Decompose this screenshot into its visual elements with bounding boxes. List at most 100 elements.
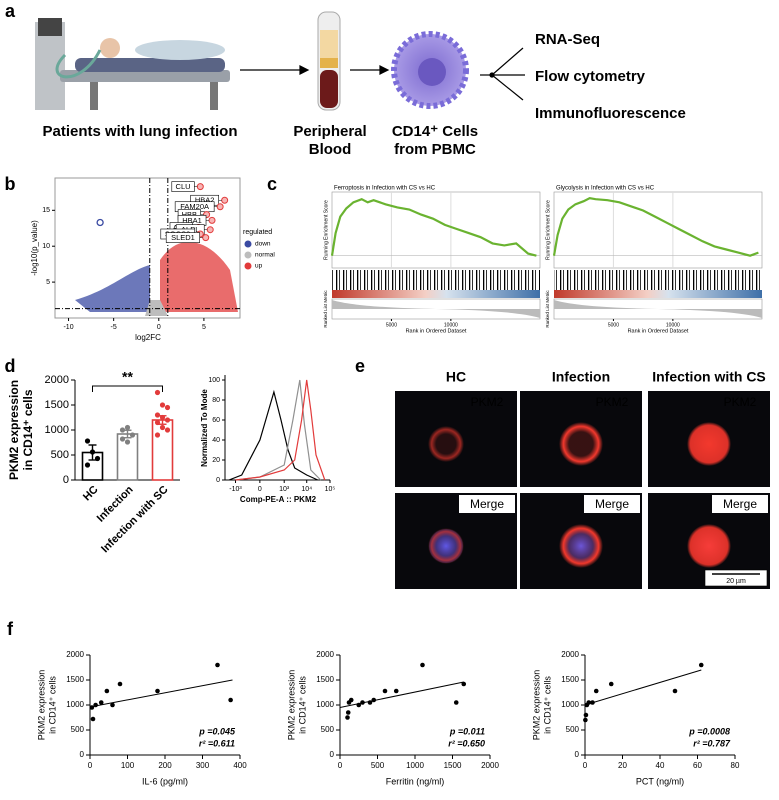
data-point bbox=[124, 424, 131, 431]
pkm2-stain bbox=[559, 422, 603, 466]
panel-label: f bbox=[7, 619, 14, 639]
y-tick-label: 500 bbox=[566, 725, 580, 734]
data-point bbox=[90, 716, 96, 722]
y-tick-label: 60 bbox=[212, 417, 220, 424]
y-tick-label: 0 bbox=[80, 750, 85, 759]
y-axis-label: Running Enrichment Score bbox=[323, 200, 329, 260]
step-label: Peripheral bbox=[293, 123, 366, 140]
x-tick-label: -10³ bbox=[229, 486, 242, 493]
gene-point bbox=[221, 196, 229, 204]
arrows bbox=[240, 47, 525, 101]
y-tick-label: 1000 bbox=[45, 424, 69, 436]
y-tick-label: 1000 bbox=[316, 700, 334, 709]
data-point bbox=[154, 412, 161, 418]
p-value: p =0.0008 bbox=[688, 726, 730, 736]
y-tick-label: 500 bbox=[51, 449, 69, 461]
output-label: RNA-Seq bbox=[535, 31, 600, 48]
label-bg bbox=[459, 495, 515, 513]
x-tick-label: 2000 bbox=[481, 761, 499, 770]
gene-point bbox=[208, 216, 216, 224]
histogram-curve bbox=[235, 379, 326, 481]
panel-label: e bbox=[355, 356, 365, 376]
x-tick-label: 10000 bbox=[666, 322, 680, 328]
x-axis-label: Ferritin (ng/ml) bbox=[386, 776, 445, 786]
cell-icon bbox=[391, 31, 469, 109]
data-point bbox=[360, 700, 365, 705]
outlier-point bbox=[96, 218, 104, 227]
label-bg bbox=[584, 495, 640, 513]
data-point bbox=[590, 700, 595, 705]
data-point bbox=[367, 700, 373, 705]
bed-illustration bbox=[35, 18, 230, 110]
panel-label: c bbox=[267, 174, 277, 194]
y-tick-label: 1000 bbox=[66, 700, 84, 709]
data-point bbox=[104, 688, 110, 694]
data-point bbox=[583, 712, 589, 718]
x-tick-label: 1000 bbox=[406, 761, 424, 770]
label-bg bbox=[712, 495, 768, 513]
x-tick-label: 5000 bbox=[608, 322, 619, 328]
row-label: PKM2 bbox=[596, 395, 629, 409]
output-label: Flow cytometry bbox=[535, 68, 646, 85]
gene-point bbox=[216, 203, 224, 211]
y-tick-label: 2000 bbox=[45, 374, 69, 386]
gene-label: FAM20A bbox=[180, 202, 209, 211]
x-axis-label: Comp-PE-A :: PKM2 bbox=[240, 495, 317, 504]
data-point bbox=[129, 432, 136, 438]
data-point bbox=[420, 662, 425, 668]
data-point bbox=[119, 427, 126, 433]
data-point bbox=[608, 681, 614, 687]
legend-label: normal bbox=[255, 252, 275, 259]
histogram-curve bbox=[235, 379, 322, 481]
hit-strip bbox=[332, 270, 540, 290]
p-value: p =0.045 bbox=[198, 726, 236, 736]
row-label: Merge bbox=[595, 497, 629, 511]
fit-line bbox=[89, 679, 233, 708]
y-tick-label: 500 bbox=[71, 725, 85, 734]
y-tick-label: 5 bbox=[46, 279, 50, 286]
column-title: Infection with CS bbox=[652, 369, 766, 385]
y-axis-label: PKM2 expression bbox=[36, 670, 46, 741]
y-tick-label: 0 bbox=[63, 474, 69, 486]
x-tick-label: 40 bbox=[656, 761, 665, 770]
pkm2-stain bbox=[687, 524, 731, 568]
output-label: Immunofluorescence bbox=[535, 105, 686, 122]
x-tick-label: 10000 bbox=[444, 322, 458, 328]
data-point bbox=[228, 697, 233, 703]
y-axis-label: in CD14⁺ cells bbox=[21, 389, 35, 470]
gene-point bbox=[206, 226, 214, 234]
y-axis-label: PKM2 expression bbox=[286, 670, 296, 741]
y-tick-label: 0 bbox=[216, 477, 220, 484]
plot-frame bbox=[54, 177, 241, 319]
x-tick-label: -5 bbox=[111, 324, 117, 331]
step-label: from PBMC bbox=[394, 141, 476, 158]
x-tick-label: -10 bbox=[63, 324, 73, 331]
row-label: PKM2 bbox=[724, 395, 757, 409]
gene-point bbox=[202, 234, 210, 242]
y-tick-label: 0 bbox=[330, 750, 335, 759]
x-tick-label: 10⁴ bbox=[301, 486, 312, 493]
x-tick-label: 200 bbox=[158, 761, 172, 770]
gene-label: HBA2 bbox=[195, 196, 215, 205]
x-axis-label: IL-6 (pg/ml) bbox=[142, 776, 188, 786]
scale-bar-label: 20 µm bbox=[726, 578, 746, 585]
y-tick-label: 2000 bbox=[316, 650, 334, 659]
column-title: Infection bbox=[552, 369, 610, 385]
x-tick-label: 0 bbox=[88, 761, 93, 770]
data-point bbox=[89, 705, 95, 710]
row-label: PKM2 bbox=[471, 395, 504, 409]
y-tick-label: 80 bbox=[212, 397, 220, 404]
data-point bbox=[382, 688, 388, 694]
y-tick-label: 2000 bbox=[66, 650, 84, 659]
legend-swatch bbox=[244, 262, 252, 270]
legend-label: down bbox=[255, 241, 271, 248]
histogram-curve bbox=[228, 389, 319, 481]
x-tick-label: 0 bbox=[258, 486, 262, 493]
pkm2-stain bbox=[428, 426, 464, 462]
data-point bbox=[124, 439, 131, 445]
x-tick-label: 5000 bbox=[386, 322, 397, 328]
y-tick-label: 100 bbox=[208, 377, 220, 384]
step-label: Patients with lung infection bbox=[43, 123, 238, 140]
x-tick-label: Infection with SC bbox=[99, 484, 171, 556]
legend-swatch bbox=[244, 240, 252, 248]
